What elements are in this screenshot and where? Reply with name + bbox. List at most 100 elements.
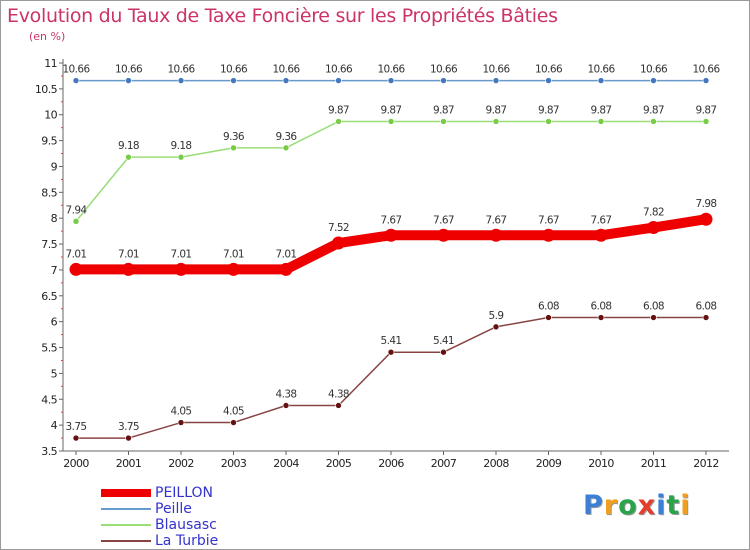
proxiti-logo: Proxiti bbox=[583, 490, 691, 521]
data-label-peillon: 7.01 bbox=[171, 248, 192, 260]
data-label-peille: 10.66 bbox=[62, 64, 90, 76]
legend-swatch bbox=[101, 540, 151, 542]
logo-letter: i bbox=[680, 490, 691, 521]
x-tick-label: 2005 bbox=[326, 457, 352, 470]
data-label-la-turbie: 4.05 bbox=[223, 406, 244, 418]
data-label-blausasc: 9.87 bbox=[696, 104, 717, 116]
data-label-blausasc: 9.87 bbox=[381, 104, 402, 116]
data-point-la-turbie bbox=[492, 323, 500, 331]
data-point-la-turbie bbox=[125, 434, 132, 442]
data-label-la-turbie: 5.41 bbox=[381, 335, 402, 347]
data-label-la-turbie: 6.08 bbox=[591, 301, 612, 313]
x-tick-label: 2008 bbox=[483, 457, 509, 470]
data-label-blausasc: 9.87 bbox=[433, 104, 454, 116]
data-label-peille: 10.66 bbox=[587, 64, 615, 76]
legend-item: La Turbie bbox=[101, 533, 361, 549]
y-tick-label: 7 bbox=[51, 264, 58, 277]
series-line-blausasc bbox=[75, 120, 707, 223]
y-tick-label: 9.5 bbox=[41, 135, 57, 148]
data-label-peillon: 7.67 bbox=[381, 214, 402, 226]
y-tick-label: 10 bbox=[44, 109, 57, 122]
data-label-la-turbie: 5.41 bbox=[433, 335, 454, 347]
y-tick-label: 6.5 bbox=[41, 290, 57, 303]
legend-label: PEILLON bbox=[155, 485, 214, 501]
y-tick-label: 11 bbox=[44, 57, 57, 70]
data-point-peillon bbox=[594, 228, 608, 242]
x-tick-label: 2007 bbox=[431, 457, 457, 470]
legend-item: Peille bbox=[101, 501, 361, 517]
data-point-peille bbox=[125, 77, 132, 84]
logo-letter: P bbox=[583, 490, 604, 521]
data-label-la-turbie: 4.38 bbox=[328, 388, 349, 400]
data-label-peille: 10.66 bbox=[482, 64, 510, 76]
x-tick-label: 2011 bbox=[641, 457, 667, 470]
data-point-peille bbox=[650, 77, 657, 84]
data-point-blausasc bbox=[230, 144, 237, 152]
data-point-peillon bbox=[279, 262, 293, 276]
data-label-blausasc: 9.36 bbox=[276, 131, 298, 143]
data-point-blausasc bbox=[545, 118, 552, 125]
logo-letter: o bbox=[618, 490, 638, 521]
data-label-blausasc: 9.18 bbox=[171, 140, 192, 152]
data-label-la-turbie: 3.75 bbox=[118, 421, 139, 433]
data-point-peillon bbox=[647, 221, 660, 235]
unit-label: (en %) bbox=[29, 30, 66, 43]
y-tick-label: 8.5 bbox=[41, 186, 57, 199]
data-point-la-turbie bbox=[387, 348, 395, 356]
data-point-la-turbie bbox=[650, 314, 657, 321]
data-point-peillon bbox=[122, 262, 135, 276]
data-point-peille bbox=[597, 77, 605, 84]
data-point-la-turbie bbox=[545, 314, 552, 321]
data-label-peille: 10.66 bbox=[692, 64, 720, 76]
x-tick-label: 2009 bbox=[536, 457, 562, 470]
data-point-la-turbie bbox=[230, 419, 237, 426]
data-point-peille bbox=[545, 77, 552, 84]
legend-swatch bbox=[101, 489, 151, 497]
data-point-blausasc bbox=[282, 144, 290, 152]
data-point-blausasc bbox=[72, 218, 80, 225]
logo-letter: i bbox=[656, 490, 667, 521]
logo-letter: t bbox=[666, 490, 681, 521]
data-point-blausasc bbox=[440, 118, 447, 125]
data-label-la-turbie: 5.9 bbox=[489, 310, 504, 322]
legend-swatch bbox=[101, 508, 151, 510]
data-label-blausasc: 9.36 bbox=[223, 131, 245, 143]
data-label-blausasc: 9.87 bbox=[328, 104, 349, 116]
data-point-la-turbie bbox=[597, 314, 605, 321]
data-point-la-turbie bbox=[72, 434, 80, 442]
x-tick-label: 2002 bbox=[168, 457, 194, 470]
data-point-peillon bbox=[332, 236, 345, 250]
data-point-peillon bbox=[542, 228, 555, 242]
data-label-blausasc: 7.94 bbox=[66, 204, 88, 216]
data-label-peillon: 7.01 bbox=[276, 248, 297, 260]
data-label-blausasc: 9.18 bbox=[118, 140, 139, 152]
x-tick-label: 2001 bbox=[116, 457, 142, 470]
data-point-blausasc bbox=[492, 118, 500, 125]
data-point-peille bbox=[177, 77, 185, 84]
data-point-la-turbie bbox=[702, 314, 710, 321]
legend-label: La Turbie bbox=[155, 533, 219, 549]
data-label-peillon: 7.98 bbox=[696, 198, 717, 210]
data-point-blausasc bbox=[335, 118, 342, 125]
data-point-la-turbie bbox=[335, 402, 342, 409]
y-tick-label: 4 bbox=[51, 419, 58, 432]
data-label-peillon: 7.01 bbox=[118, 248, 139, 260]
y-tick-label: 10.5 bbox=[35, 83, 58, 96]
data-label-peille: 10.66 bbox=[167, 64, 195, 76]
data-label-blausasc: 9.87 bbox=[643, 104, 664, 116]
data-point-peille bbox=[72, 77, 80, 84]
x-tick-label: 2006 bbox=[378, 457, 404, 470]
series-line-peillon bbox=[71, 214, 711, 275]
data-point-blausasc bbox=[702, 118, 710, 125]
data-label-la-turbie: 4.05 bbox=[171, 406, 192, 418]
legend: PEILLON Peille Blausasc La Turbie bbox=[101, 485, 361, 549]
chart-title: Evolution du Taux de Taxe Foncière sur l… bbox=[7, 5, 558, 27]
data-point-peille bbox=[440, 77, 447, 84]
data-label-peillon: 7.52 bbox=[328, 222, 349, 234]
x-tick-label: 2012 bbox=[693, 457, 719, 470]
y-tick-label: 4.5 bbox=[41, 393, 57, 406]
data-label-peille: 10.66 bbox=[115, 64, 143, 76]
data-label-la-turbie: 3.75 bbox=[66, 421, 87, 433]
data-label-peillon: 7.01 bbox=[66, 248, 87, 260]
